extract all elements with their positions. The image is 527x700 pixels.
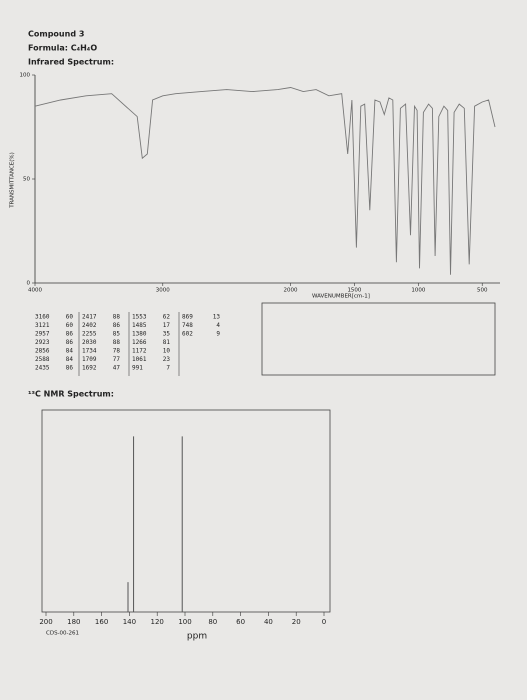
wavenumber: 2588 xyxy=(35,356,50,363)
wavenumber: 748 xyxy=(182,322,193,329)
transmittance: 9 xyxy=(216,331,220,338)
wavenumber: 1172 xyxy=(132,348,147,355)
transmittance: 35 xyxy=(163,331,171,338)
code: CDS-00-261 xyxy=(46,631,79,637)
wavenumber: 2923 xyxy=(35,339,50,346)
ir-y-label: TRANSMITTANCE(%) xyxy=(10,152,16,209)
x-tick-label: 200 xyxy=(39,618,52,626)
wavenumber: 1734 xyxy=(82,348,97,355)
wavenumber: 2856 xyxy=(35,348,50,355)
x-tick-label: 80 xyxy=(208,618,217,626)
wavenumber: 602 xyxy=(182,331,193,338)
transmittance: 17 xyxy=(163,322,171,329)
wavenumber: 1553 xyxy=(132,314,147,321)
wavenumber: 2030 xyxy=(82,339,97,346)
wavenumber: 1709 xyxy=(82,356,97,363)
x-tick-label: 140 xyxy=(123,618,136,626)
x-tick-label: 4000 xyxy=(28,288,42,294)
transmittance: 13 xyxy=(213,314,221,321)
ir-trace xyxy=(34,87,496,275)
x-tick-label: 500 xyxy=(477,288,488,294)
transmittance: 88 xyxy=(113,339,121,346)
wavenumber: 1485 xyxy=(132,322,147,329)
x-tick-label: 1000 xyxy=(411,288,425,294)
title: Compound 3 xyxy=(28,30,84,39)
nmr-label: ¹³C NMR Spectrum: xyxy=(28,390,114,399)
wavenumber: 869 xyxy=(182,314,193,321)
x-tick-label: 100 xyxy=(178,618,191,626)
transmittance: 7 xyxy=(166,365,170,372)
y-tick-label: 50 xyxy=(23,177,30,183)
x-tick-label: 160 xyxy=(95,618,108,626)
wavenumber: 1692 xyxy=(82,365,97,372)
transmittance: 84 xyxy=(66,348,74,355)
wavenumber: 3160 xyxy=(35,314,50,321)
x-tick-label: 60 xyxy=(236,618,245,626)
ir-label: Infrared Spectrum: xyxy=(28,58,114,67)
wavenumber: 1061 xyxy=(132,356,147,363)
nmr-x-label: ppm xyxy=(187,632,207,642)
x-tick-label: 180 xyxy=(67,618,80,626)
transmittance: 85 xyxy=(113,331,121,338)
x-tick-label: 0 xyxy=(322,618,326,626)
transmittance: 62 xyxy=(163,314,171,321)
x-tick-label: 1500 xyxy=(347,288,361,294)
blank-box xyxy=(261,302,496,376)
wavenumber: 2417 xyxy=(82,314,97,321)
x-tick-label: 40 xyxy=(264,618,273,626)
transmittance: 78 xyxy=(113,348,121,355)
transmittance: 86 xyxy=(66,365,74,372)
x-tick-label: 2000 xyxy=(284,288,298,294)
transmittance: 60 xyxy=(66,314,74,321)
transmittance: 86 xyxy=(66,331,74,338)
nmr-frame xyxy=(41,409,331,613)
y-tick-label: 100 xyxy=(20,73,31,79)
y-tick-label: 0 xyxy=(27,281,31,287)
x-tick-label: 20 xyxy=(292,618,301,626)
wavenumber: 2255 xyxy=(82,331,97,338)
transmittance: 81 xyxy=(163,339,171,346)
transmittance: 86 xyxy=(66,339,74,346)
wavenumber: 3121 xyxy=(35,322,50,329)
ir-x-label: WAVENUMBER[cm-1] xyxy=(312,294,370,300)
wavenumber: 1266 xyxy=(132,339,147,346)
transmittance: 10 xyxy=(163,348,171,355)
wavenumber: 2402 xyxy=(82,322,97,329)
transmittance: 60 xyxy=(66,322,74,329)
transmittance: 47 xyxy=(113,365,121,372)
transmittance: 86 xyxy=(113,322,121,329)
wavenumber: 2435 xyxy=(35,365,50,372)
transmittance: 4 xyxy=(216,322,220,329)
transmittance: 88 xyxy=(113,314,121,321)
transmittance: 23 xyxy=(163,356,171,363)
x-tick-label: 3000 xyxy=(156,288,170,294)
x-tick-label: 120 xyxy=(151,618,164,626)
wavenumber: 1380 xyxy=(132,331,147,338)
wavenumber: 2957 xyxy=(35,331,50,338)
formula: Formula: C₄H₄O xyxy=(28,44,97,53)
wavenumber: 991 xyxy=(132,365,143,372)
peak-table: 3160 60 3121 60 2957 86 2923 86 2856 84 2588 84 2435… xyxy=(35,312,220,376)
transmittance: 77 xyxy=(113,356,121,363)
transmittance: 84 xyxy=(66,356,74,363)
